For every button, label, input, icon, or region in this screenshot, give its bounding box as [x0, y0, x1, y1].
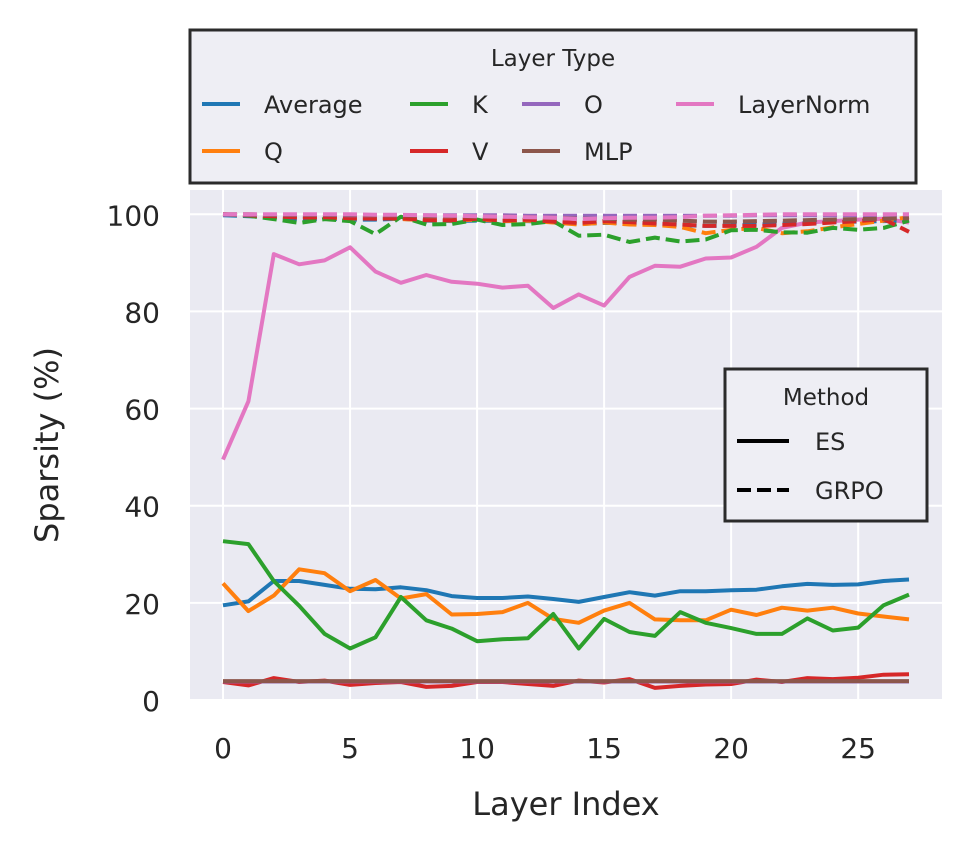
tick-labels: 0 5 10 15 20 25 0 20 40 60 80 100 [107, 199, 876, 765]
method-legend-box [723, 367, 929, 523]
legend-label-mlp: MLP [584, 138, 633, 166]
y-tick-label: 0 [142, 685, 160, 718]
method-label-es: ES [815, 428, 845, 456]
method-label-grpo: GRPO [815, 477, 884, 505]
layer-type-legend-title: Layer Type [491, 46, 615, 72]
series-group [221, 212, 910, 690]
legends: Layer Type Average Q KV O MLP LayerNorm Method E… [188, 28, 929, 523]
y-tick-label: 40 [124, 491, 160, 524]
x-tick-label: 25 [840, 732, 876, 765]
x-tick-label: 10 [459, 732, 495, 765]
x-tick-label: 5 [341, 732, 359, 765]
legend-label-o: O [584, 91, 603, 119]
y-tick-label: 20 [124, 588, 160, 621]
series-k-es [222, 539, 910, 651]
series-v-grpo [222, 212, 910, 234]
series-layernorm-grpo [223, 212, 909, 222]
legend-label-average: Average [264, 91, 363, 119]
x-tick-label: 0 [214, 732, 232, 765]
y-tick-label: 60 [124, 394, 160, 427]
legend-label-v: V [472, 138, 489, 166]
legend-label-k: K [472, 91, 489, 119]
legend-label-q: Q [264, 138, 283, 166]
series-q-es [221, 567, 910, 625]
y-tick-label: 100 [107, 199, 160, 232]
x-tick-label: 20 [713, 732, 749, 765]
y-tick-label: 80 [124, 296, 160, 329]
legend-label-layernorm: LayerNorm [738, 91, 870, 119]
x-tick-label: 15 [586, 732, 622, 765]
series-average-es [222, 577, 910, 608]
method-legend-title: Method [783, 385, 869, 411]
x-axis-label: Layer Index [472, 785, 659, 823]
y-axis-label: Sparsity (%) [28, 347, 66, 543]
layer-type-legend-box [188, 28, 918, 185]
series-k-grpo [222, 212, 910, 244]
